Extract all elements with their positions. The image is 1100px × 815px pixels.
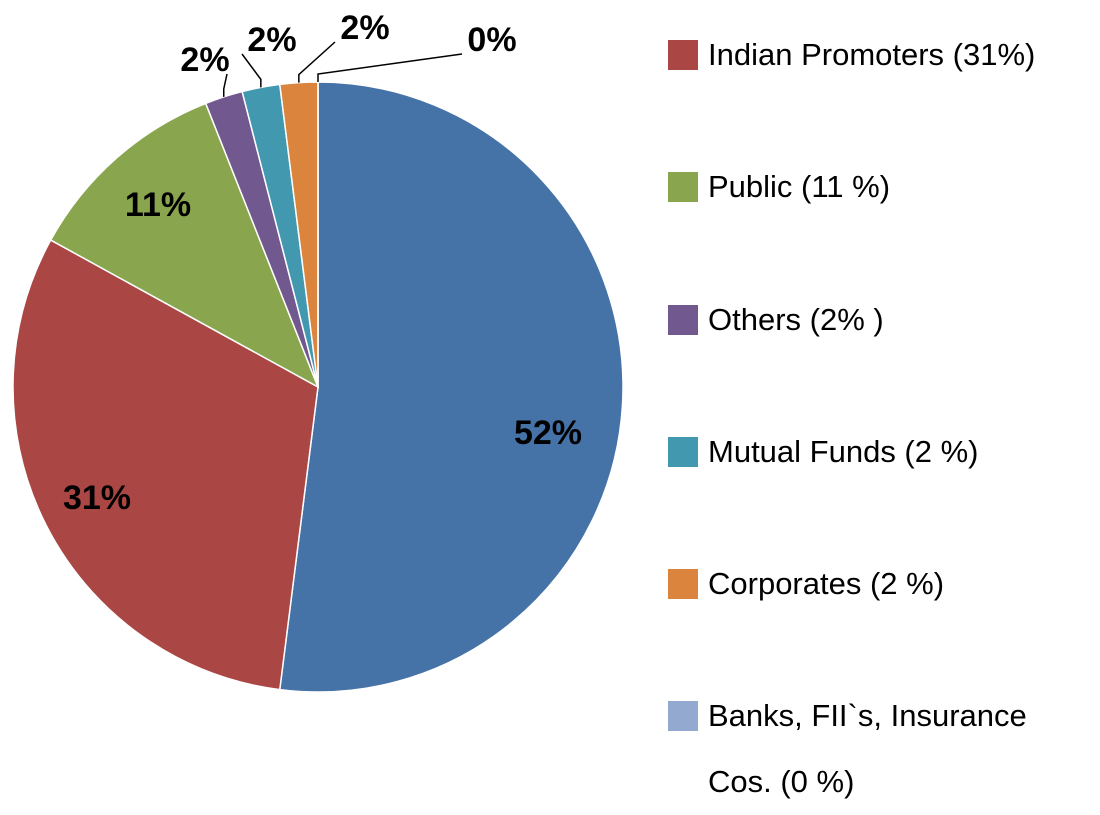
legend-label: Banks, FII`s, Insurance Cos. (0 %)	[708, 698, 1027, 799]
legend-label: Mutual Funds (2 %)	[708, 434, 979, 469]
legend-swatch	[668, 437, 698, 467]
legend-item: Corporates (2 %)	[668, 551, 1058, 617]
page: {"chart_data": {"type": "pie", "categori…	[12, 8, 1058, 799]
legend-swatch	[668, 701, 698, 731]
legend-item: Indian Promoters (31%)	[668, 22, 1058, 88]
legend-swatch	[668, 40, 698, 70]
pie-slice	[49, 102, 320, 389]
legend-swatch	[668, 569, 698, 599]
legend-label: Indian Promoters (31%)	[708, 37, 1036, 72]
data-label: 52%	[514, 414, 582, 452]
data-label: 2%	[180, 41, 229, 79]
legend-swatch	[668, 172, 698, 202]
leader-line	[298, 41, 336, 83]
legend-label: Public (11 %)	[708, 169, 891, 204]
leader-line	[241, 53, 262, 88]
legend-item: Banks, FII`s, Insurance Cos. (0 %)	[668, 683, 1058, 815]
data-label: 11%	[125, 186, 191, 224]
data-label: 2%	[247, 21, 296, 59]
leader-line	[317, 53, 463, 82]
data-label: 2%	[340, 9, 389, 47]
legend-label: Others (2% )	[708, 302, 884, 337]
data-label: 0%	[467, 21, 516, 59]
legend-item: Others (2% )	[668, 287, 1058, 353]
chart: 52% 31% 11% 2% 2% 2% 0%	[12, 9, 624, 693]
data-label: 31%	[63, 479, 131, 517]
legend-item: Mutual Funds (2 %)	[668, 419, 1058, 485]
pie-slice	[278, 81, 624, 693]
pie-slice	[12, 239, 319, 691]
legend-item: Public (11 %)	[668, 154, 1058, 220]
legend-label: Corporates (2 %)	[708, 566, 945, 601]
legend-swatch	[668, 305, 698, 335]
leader-line	[222, 73, 228, 97]
